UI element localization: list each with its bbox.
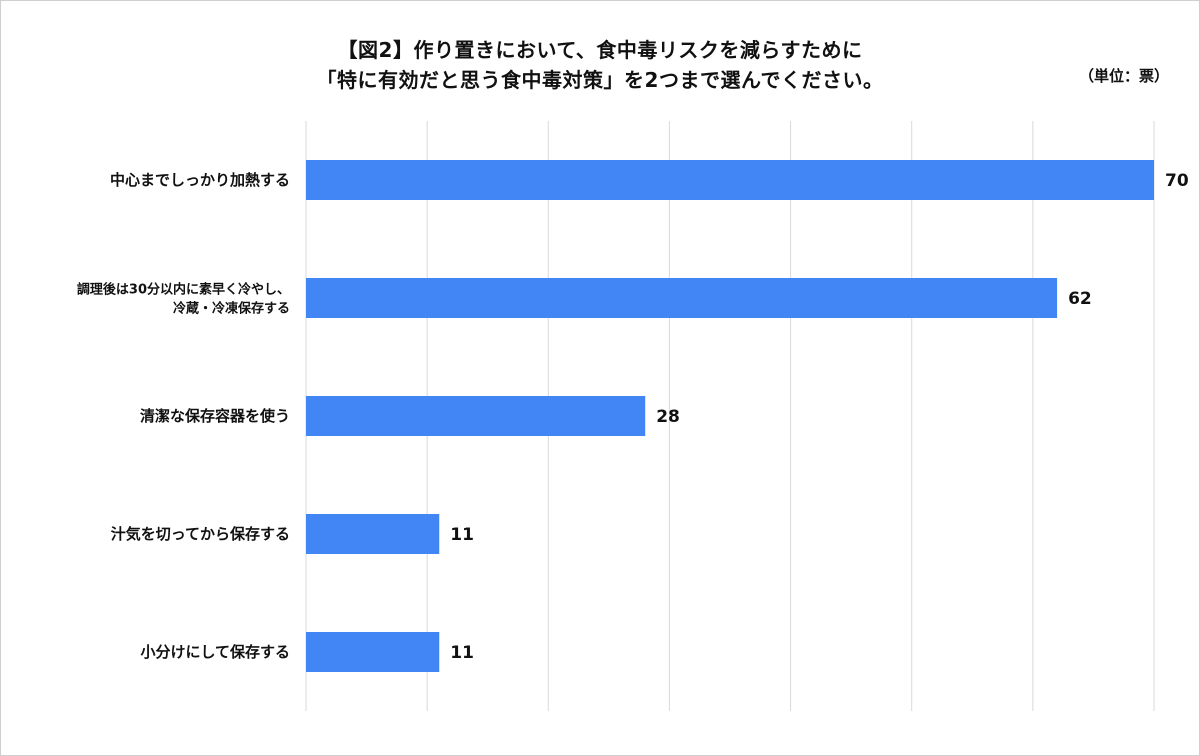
bar: [306, 396, 646, 436]
category-label: 冷蔵・冷凍保存する: [173, 301, 290, 317]
data-label: 11: [450, 643, 474, 663]
data-label: 11: [450, 525, 474, 545]
chart-title-line-1: 【図2】作り置きにおいて、食中毒リスクを減らすために: [337, 38, 863, 62]
unit-label: （単位：票）: [1078, 67, 1169, 85]
bar: [306, 514, 440, 554]
data-label: 28: [656, 407, 680, 427]
category-label: 中心までしっかり加熱する: [110, 171, 290, 189]
category-label: 小分けにして保存する: [140, 643, 290, 661]
data-label: 62: [1068, 289, 1092, 309]
chart-title-line-2: 「特に有効だと思う食中毒対策」を2つまで選んでください。: [316, 68, 884, 92]
data-label: 70: [1165, 171, 1189, 191]
bar: [306, 160, 1154, 200]
category-label: 調理後は30分以内に素早く冷やし、: [77, 282, 290, 298]
category-label: 汁気を切ってから保存する: [111, 525, 290, 543]
bar: [306, 632, 440, 672]
bar: [306, 278, 1058, 318]
category-label: 清潔な保存容器を使う: [140, 407, 290, 425]
